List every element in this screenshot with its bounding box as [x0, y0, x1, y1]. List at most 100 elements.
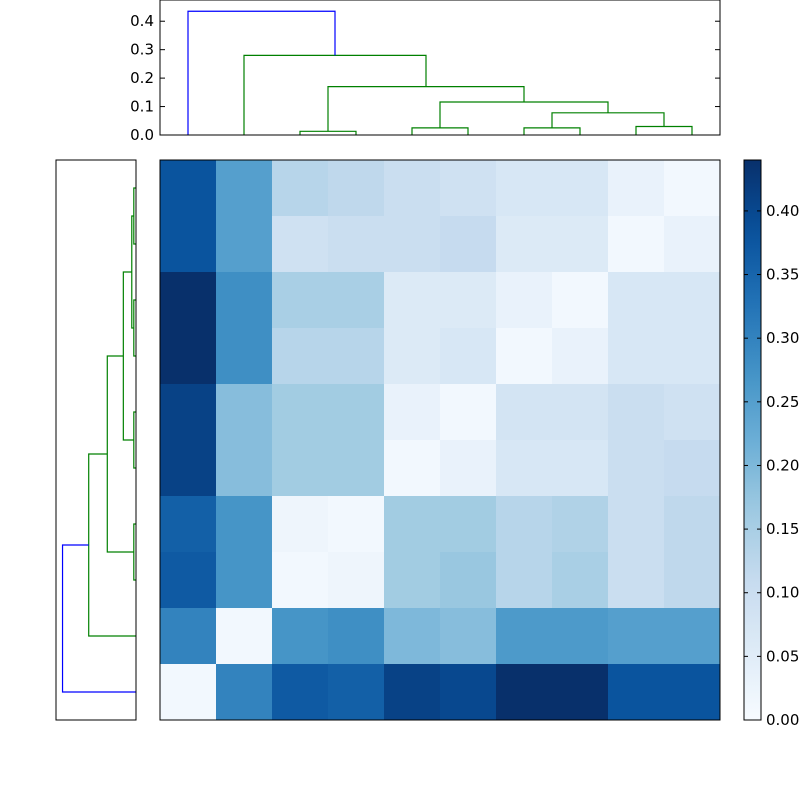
colorbar-tick-label: 0.40 — [766, 202, 799, 220]
top-dendrogram-link — [327, 86, 525, 132]
heatmap-cell — [440, 552, 497, 609]
heatmap-cell — [552, 552, 609, 609]
heatmap-cell — [160, 496, 217, 553]
heatmap-cell — [272, 328, 329, 385]
heatmap-cell — [272, 496, 329, 553]
heatmap-cell — [608, 384, 665, 441]
left-dendrogram-link — [106, 355, 134, 553]
heatmap-cell — [552, 384, 609, 441]
top-dendrogram-link — [299, 130, 357, 135]
heatmap-cell — [664, 496, 721, 553]
heatmap-cell — [552, 608, 609, 665]
heatmap-cell — [496, 160, 553, 217]
colorbar-tick-label: 0.20 — [766, 456, 799, 474]
heatmap-cell — [160, 608, 217, 665]
left-dendrogram-link — [61, 544, 136, 693]
heatmap-cell — [272, 608, 329, 665]
heatmap-cell — [328, 384, 385, 441]
top-ytick-label: 0.2 — [130, 69, 154, 87]
heatmap-cell — [496, 440, 553, 497]
heatmap-cell — [160, 272, 217, 329]
heatmap-frame — [159, 159, 721, 721]
colorbar: 0.00 0.05 0.10 0.15 0.20 0.25 0.30 0.35 0.40 — [743, 159, 799, 729]
heatmap-cell — [440, 496, 497, 553]
heatmap-cell — [440, 608, 497, 665]
heatmap-cell — [440, 440, 497, 497]
heatmap-cell — [216, 552, 273, 609]
top-ytick-label: 0.1 — [130, 98, 154, 116]
heatmap-cell — [552, 440, 609, 497]
heatmap-cell — [216, 440, 273, 497]
heatmap-cell — [552, 328, 609, 385]
heatmap — [159, 159, 721, 721]
left-dendrogram-link — [88, 453, 136, 637]
heatmap-cell — [552, 664, 609, 721]
heatmap-cell — [328, 496, 385, 553]
heatmap-cell — [216, 272, 273, 329]
heatmap-cell — [384, 440, 441, 497]
top-ytick-label: 0.3 — [130, 41, 154, 59]
heatmap-cell — [496, 384, 553, 441]
heatmap-cell — [328, 608, 385, 665]
heatmap-cell — [496, 272, 553, 329]
heatmap-cell — [272, 272, 329, 329]
left-dendrogram-frame — [55, 159, 137, 721]
heatmap-cell — [216, 384, 273, 441]
heatmap-cell — [440, 160, 497, 217]
heatmap-cell — [664, 552, 721, 609]
heatmap-cell — [160, 160, 217, 217]
colorbar-tick-label: 0.30 — [766, 329, 799, 347]
heatmap-cell — [496, 216, 553, 273]
heatmap-cell — [160, 664, 217, 721]
heatmap-cell — [272, 664, 329, 721]
heatmap-cell — [496, 552, 553, 609]
heatmap-cell — [216, 664, 273, 721]
left-dendrogram — [55, 159, 137, 721]
top-ytick-label: 0.0 — [130, 126, 154, 144]
heatmap-cell — [384, 608, 441, 665]
heatmap-cell — [328, 328, 385, 385]
heatmap-cell — [328, 552, 385, 609]
heatmap-cell — [496, 608, 553, 665]
colorbar-tick-label: 0.05 — [766, 647, 799, 665]
heatmap-cell — [384, 216, 441, 273]
heatmap-cell — [328, 272, 385, 329]
heatmap-cell — [328, 216, 385, 273]
heatmap-cell — [384, 328, 441, 385]
heatmap-cell — [216, 216, 273, 273]
top-dendrogram-link — [243, 54, 427, 135]
heatmap-cell — [384, 160, 441, 217]
top-dendrogram-link — [551, 112, 665, 128]
heatmap-cell — [440, 664, 497, 721]
top-dendrogram-link — [635, 125, 693, 135]
heatmap-cell — [160, 552, 217, 609]
heatmap-cell — [608, 552, 665, 609]
heatmap-cell — [216, 328, 273, 385]
heatmap-cell — [664, 664, 721, 721]
top-ytick-label: 0.4 — [130, 12, 154, 30]
colorbar-tick-label: 0.00 — [766, 711, 799, 729]
heatmap-cell — [496, 328, 553, 385]
heatmap-cell — [216, 608, 273, 665]
heatmap-cell — [496, 496, 553, 553]
heatmap-cell — [608, 608, 665, 665]
heatmap-cell — [608, 664, 665, 721]
heatmap-cell — [160, 440, 217, 497]
colorbar-gradient — [743, 159, 762, 721]
heatmap-cell — [664, 160, 721, 217]
heatmap-cell — [272, 440, 329, 497]
top-dendrogram-link — [439, 101, 609, 128]
heatmap-cell — [608, 496, 665, 553]
heatmap-cell — [384, 552, 441, 609]
heatmap-cell — [552, 496, 609, 553]
heatmap-cell — [664, 216, 721, 273]
top-dendrogram-link — [187, 10, 336, 135]
colorbar-tick-label: 0.10 — [766, 584, 799, 602]
heatmap-cell — [664, 328, 721, 385]
heatmap-cell — [440, 216, 497, 273]
heatmap-cell — [608, 328, 665, 385]
heatmap-cell — [160, 216, 217, 273]
heatmap-cell — [440, 328, 497, 385]
heatmap-cell — [664, 440, 721, 497]
heatmap-cell — [216, 160, 273, 217]
